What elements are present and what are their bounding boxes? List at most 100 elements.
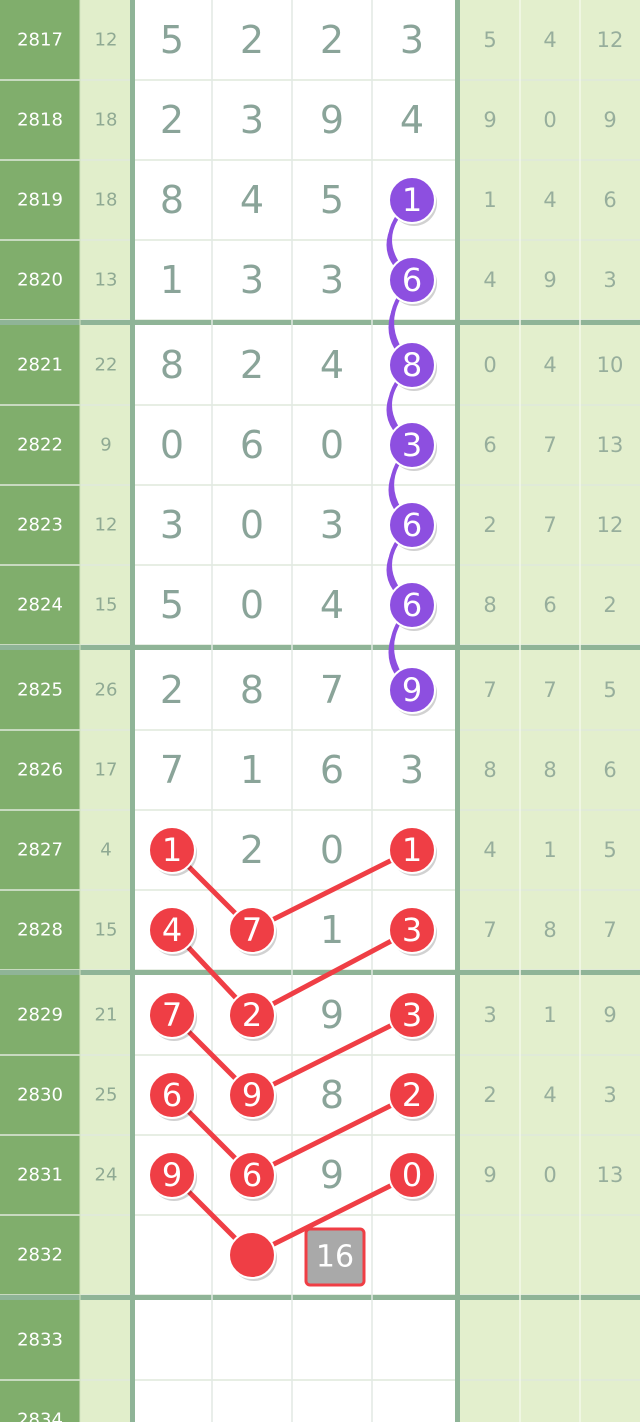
ball bbox=[148, 1151, 196, 1199]
extra-cell bbox=[458, 1135, 640, 1215]
extra-cell bbox=[458, 405, 640, 485]
ball bbox=[388, 256, 436, 304]
digit: 3 bbox=[402, 996, 422, 1034]
extra: 10 bbox=[597, 353, 624, 377]
extra-cell bbox=[458, 240, 640, 320]
issue-cell bbox=[0, 1215, 80, 1295]
digit: 1 bbox=[320, 908, 344, 952]
digit: 0 bbox=[320, 423, 344, 467]
sum-cell bbox=[80, 565, 132, 645]
extra: 7 bbox=[543, 433, 556, 457]
extra: 1 bbox=[543, 1003, 556, 1027]
digit: 8 bbox=[320, 1073, 344, 1117]
digit: 4 bbox=[320, 343, 344, 387]
extra-cell bbox=[458, 975, 640, 1055]
extra: 1 bbox=[483, 188, 496, 212]
extra: 4 bbox=[483, 838, 496, 862]
issue: 2833 bbox=[17, 1330, 63, 1351]
sum-cell bbox=[80, 160, 132, 240]
extra: 8 bbox=[543, 758, 556, 782]
extra: 6 bbox=[603, 188, 616, 212]
extra: 7 bbox=[603, 918, 616, 942]
sum-cell bbox=[80, 1135, 132, 1215]
ball bbox=[148, 991, 196, 1039]
extra-cell bbox=[458, 0, 640, 80]
extra: 9 bbox=[483, 1163, 496, 1187]
extra: 2 bbox=[483, 513, 496, 537]
digit: 6 bbox=[320, 748, 344, 792]
extra: 13 bbox=[597, 433, 624, 457]
issue: 2821 bbox=[17, 355, 63, 376]
digit: 7 bbox=[320, 668, 344, 712]
digit: 0 bbox=[240, 583, 264, 627]
issue-cell bbox=[0, 565, 80, 645]
extra-cell bbox=[458, 730, 640, 810]
digit: 6 bbox=[402, 261, 422, 299]
ball bbox=[388, 826, 436, 874]
sum-cell bbox=[80, 810, 132, 890]
digit: 3 bbox=[240, 98, 264, 142]
ball bbox=[148, 906, 196, 954]
digit: 1 bbox=[160, 258, 184, 302]
digit: 8 bbox=[402, 346, 422, 384]
extra: 2 bbox=[603, 593, 616, 617]
digit: 3 bbox=[402, 911, 422, 949]
issue: 2822 bbox=[17, 435, 63, 456]
digit: 2 bbox=[160, 668, 184, 712]
issue-cell bbox=[0, 650, 80, 730]
digit: 1 bbox=[402, 181, 422, 219]
issue: 2818 bbox=[17, 110, 63, 131]
extra: 12 bbox=[597, 28, 624, 52]
extra: 0 bbox=[483, 353, 496, 377]
ball bbox=[228, 991, 276, 1039]
extra-cell bbox=[458, 1215, 640, 1295]
sum-cell bbox=[80, 1300, 132, 1380]
extra: 13 bbox=[597, 1163, 624, 1187]
sum-cell bbox=[80, 485, 132, 565]
sum-cell bbox=[80, 1055, 132, 1135]
extra: 5 bbox=[603, 678, 616, 702]
digit: 3 bbox=[400, 748, 424, 792]
sum-cell bbox=[80, 650, 132, 730]
extra: 3 bbox=[603, 268, 616, 292]
extra-cell bbox=[458, 565, 640, 645]
issue-cell bbox=[0, 485, 80, 565]
ball bbox=[228, 906, 276, 954]
group-separator bbox=[0, 645, 640, 650]
digit: 7 bbox=[162, 996, 182, 1034]
sum: 12 bbox=[95, 515, 118, 536]
digit: 3 bbox=[320, 258, 344, 302]
extra-cell bbox=[458, 160, 640, 240]
issue: 2823 bbox=[17, 515, 63, 536]
digit: 6 bbox=[162, 1076, 182, 1114]
sum: 21 bbox=[95, 1005, 118, 1026]
sum-cell bbox=[80, 240, 132, 320]
issue-cell bbox=[0, 1380, 80, 1422]
ball bbox=[228, 1071, 276, 1119]
digit: 9 bbox=[402, 671, 422, 709]
digit: 1 bbox=[240, 748, 264, 792]
issue-cell bbox=[0, 730, 80, 810]
sum-cell bbox=[80, 0, 132, 80]
digit: 9 bbox=[162, 1156, 182, 1194]
issue: 2819 bbox=[17, 190, 63, 211]
red-link bbox=[250, 1012, 414, 1098]
issue-cell bbox=[0, 890, 80, 970]
digit: 6 bbox=[402, 586, 422, 624]
sum: 22 bbox=[95, 355, 118, 376]
issue-cell bbox=[0, 240, 80, 320]
issue: 2824 bbox=[17, 595, 63, 616]
issue: 2827 bbox=[17, 840, 63, 861]
ball bbox=[388, 1151, 436, 1199]
sum-cell bbox=[80, 1380, 132, 1422]
digit: 3 bbox=[320, 503, 344, 547]
issue-cell bbox=[0, 160, 80, 240]
digit: 9 bbox=[242, 1076, 262, 1114]
issue: 2825 bbox=[17, 680, 63, 701]
ball bbox=[388, 501, 436, 549]
issue-cell bbox=[0, 405, 80, 485]
digit: 2 bbox=[240, 343, 264, 387]
